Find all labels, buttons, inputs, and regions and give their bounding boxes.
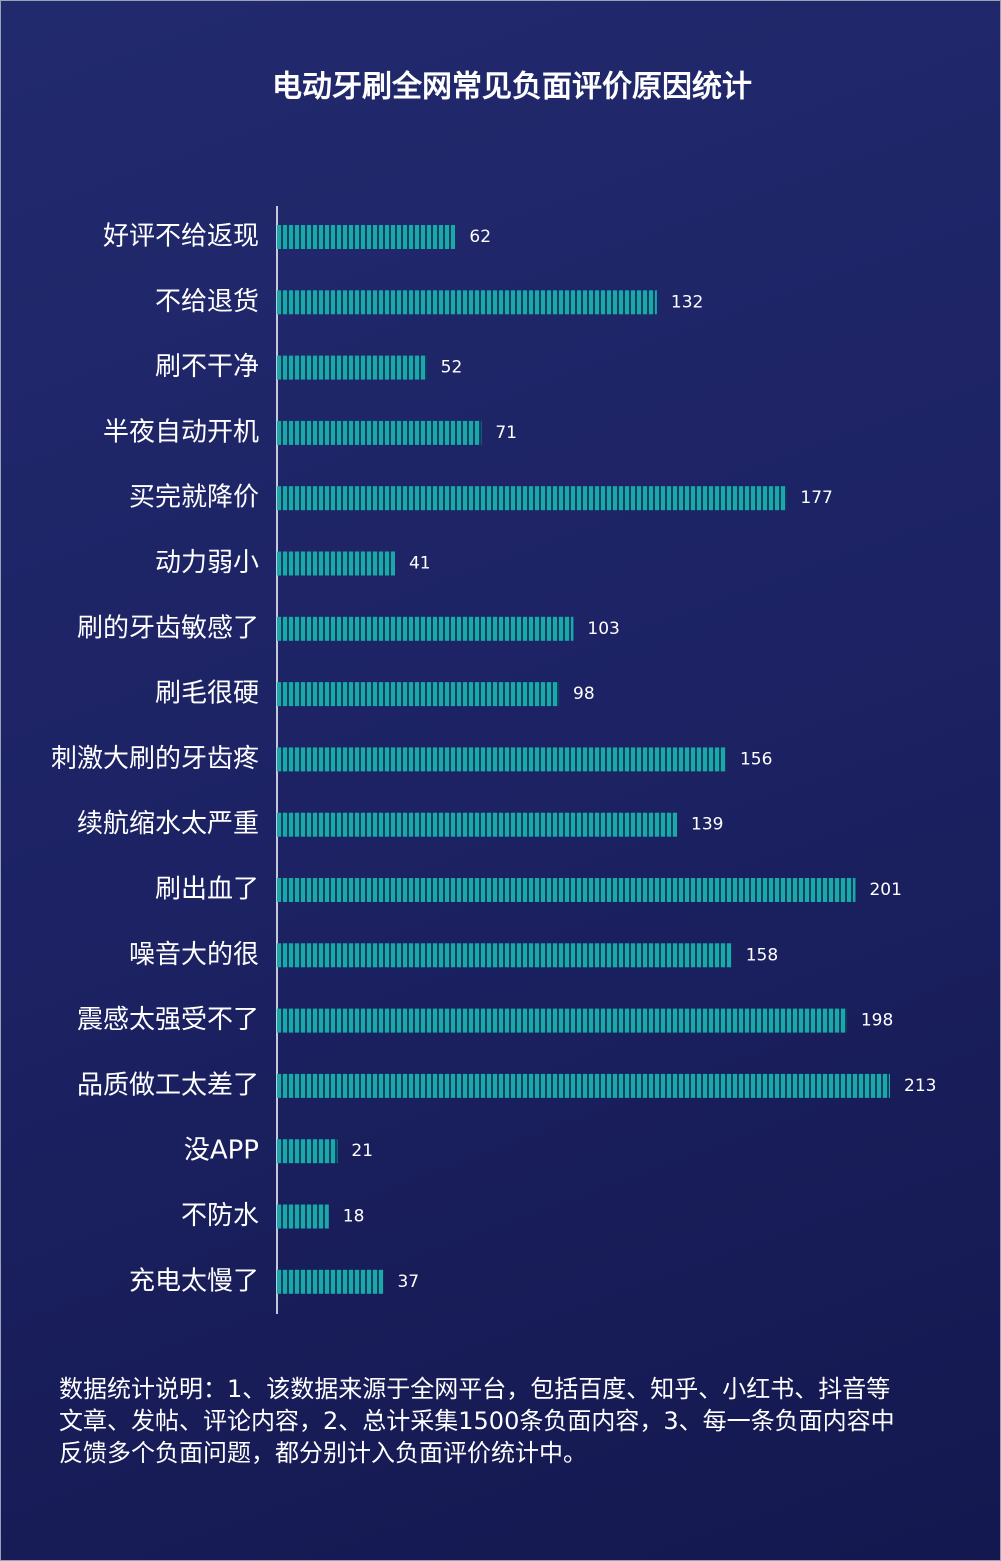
- value-label: 103: [587, 619, 619, 639]
- category-label: 充电太慢了: [129, 1266, 259, 1296]
- category-label: 续航缩水太严重: [77, 809, 259, 839]
- value-label: 132: [671, 292, 703, 312]
- bar: [277, 551, 395, 576]
- category-label: 不给退货: [155, 287, 259, 317]
- note-line: 反馈多个负面问题，都分别计入负面评价统计中。: [59, 1439, 587, 1467]
- bar: [277, 747, 726, 772]
- category-label: 没APP: [184, 1136, 259, 1166]
- note: 数据统计说明：1、该数据来源于全网平台，包括百度、知乎、小红书、抖音等 文章、发…: [59, 1373, 895, 1469]
- value-label: 37: [397, 1272, 419, 1292]
- value-label: 52: [441, 358, 463, 378]
- chart-title: 电动牙刷全网常见负面评价原因统计: [272, 70, 752, 105]
- chart: 电动牙刷全网常见负面评价原因统计 好评不给返现 62 不给退货 132 刷不干净 52 半夜…: [51, 70, 936, 1314]
- category-label: 品质做工太差了: [77, 1070, 259, 1100]
- category-label: 半夜自动开机: [103, 417, 259, 447]
- value-label: 62: [469, 227, 491, 247]
- value-label: 213: [904, 1076, 936, 1096]
- bar: [277, 943, 732, 968]
- value-label: 139: [691, 815, 723, 835]
- bar: [277, 1073, 890, 1098]
- value-label: 98: [573, 684, 595, 704]
- bar: [277, 290, 657, 315]
- category-label: 买完就降价: [129, 483, 259, 513]
- bar: [277, 812, 678, 837]
- value-label: 198: [861, 1011, 893, 1031]
- value-label: 156: [740, 749, 772, 769]
- note-line: 数据统计说明：1、该数据来源于全网平台，包括百度、知乎、小红书、抖音等: [59, 1375, 891, 1403]
- category-label: 噪音大的很: [129, 940, 259, 970]
- bar: [277, 682, 560, 707]
- category-label: 动力弱小: [155, 548, 259, 578]
- value-label: 41: [409, 554, 431, 574]
- category-label: 不防水: [181, 1201, 259, 1231]
- category-label: 刷出血了: [155, 875, 259, 905]
- bar: [277, 1204, 329, 1229]
- category-label: 刷毛很硬: [155, 679, 259, 709]
- bar: [277, 355, 427, 380]
- bar: [277, 1008, 847, 1033]
- bar: [277, 486, 787, 511]
- bar: [277, 420, 482, 445]
- category-label: 好评不给返现: [103, 222, 259, 252]
- note-line: 文章、发帖、评论内容，2、总计采集1500条负面内容，3、每一条负面内容中: [59, 1407, 895, 1435]
- category-label: 刷的牙齿敏感了: [77, 613, 259, 643]
- value-label: 18: [343, 1207, 365, 1227]
- value-label: 21: [351, 1141, 373, 1161]
- category-label: 刷不干净: [155, 352, 259, 382]
- value-label: 201: [869, 880, 901, 900]
- bar: [277, 1139, 338, 1164]
- bar: [277, 616, 574, 641]
- bar: [277, 1269, 384, 1294]
- category-label: 刺激大刷的牙齿疼: [51, 744, 259, 774]
- value-label: 71: [495, 423, 517, 443]
- value-label: 158: [746, 945, 778, 965]
- category-label: 震感太强受不了: [77, 1005, 259, 1035]
- bar: [277, 878, 856, 902]
- bar: [277, 225, 456, 249]
- value-label: 177: [800, 488, 832, 508]
